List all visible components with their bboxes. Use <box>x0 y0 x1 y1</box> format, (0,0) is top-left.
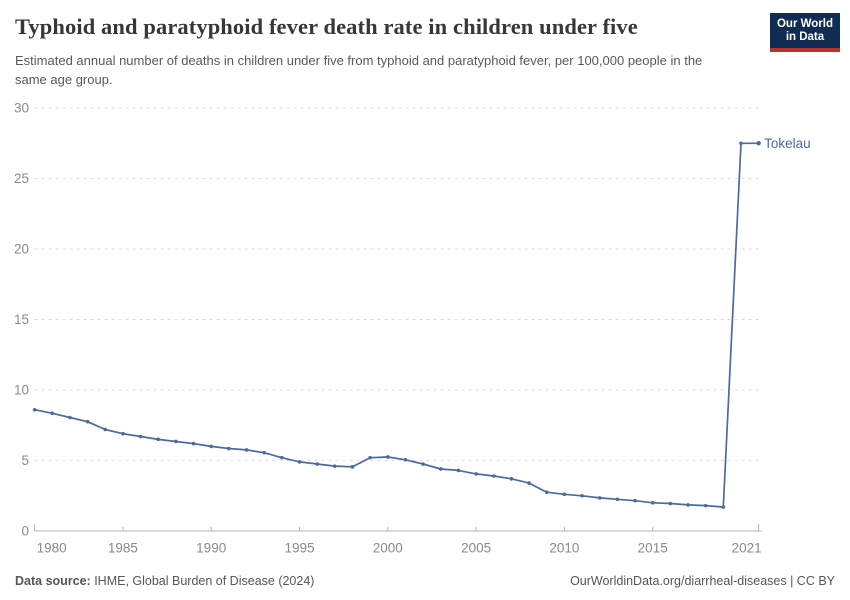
data-point[interactable] <box>756 141 761 146</box>
x-axis-label: 1990 <box>196 541 226 556</box>
data-point[interactable] <box>739 141 743 146</box>
y-axis-label: 10 <box>14 383 29 398</box>
x-axis-label: 2021 <box>732 541 762 556</box>
data-point[interactable] <box>456 468 461 473</box>
data-point[interactable] <box>121 431 125 436</box>
data-point[interactable] <box>562 492 567 497</box>
data-point[interactable] <box>721 505 726 509</box>
y-axis-label: 30 <box>14 101 29 116</box>
x-axis-label: 2010 <box>549 541 579 556</box>
data-point[interactable] <box>50 411 55 416</box>
data-point[interactable] <box>368 455 372 460</box>
line-chart[interactable]: 0 5 10 15 20 25 30 1980 1985 1990 1995 2000 2005 2010… <box>0 90 850 560</box>
data-point[interactable] <box>703 503 708 508</box>
data-point[interactable] <box>633 498 637 503</box>
data-point[interactable] <box>138 434 143 439</box>
data-source: Data source: IHME, Global Burden of Dise… <box>15 574 314 588</box>
y-axis-label: 15 <box>14 312 29 327</box>
data-point[interactable] <box>68 415 72 420</box>
data-point[interactable] <box>509 477 514 481</box>
y-axis-label: 20 <box>14 242 29 257</box>
series-line-tokelau[interactable] <box>33 142 760 508</box>
chart-subtitle: Estimated annual number of deaths in chi… <box>15 53 703 87</box>
x-axis-label: 2005 <box>461 541 491 556</box>
page-title: Typhoid and paratyphoid fever death rate… <box>15 14 638 39</box>
x-axis-label: 1995 <box>284 541 314 556</box>
x-axis-label: 2000 <box>373 541 403 556</box>
data-point[interactable] <box>597 496 602 500</box>
data-point[interactable] <box>615 497 620 502</box>
data-point[interactable] <box>280 455 284 460</box>
data-point[interactable] <box>421 462 425 466</box>
data-point[interactable] <box>544 490 549 495</box>
x-axis-label: 2015 <box>638 541 668 556</box>
data-point[interactable] <box>686 503 690 507</box>
data-point[interactable] <box>333 464 337 468</box>
data-source-label: Data source: <box>15 574 91 588</box>
data-point[interactable] <box>156 437 161 442</box>
data-point[interactable] <box>32 407 37 412</box>
data-point[interactable] <box>297 460 302 464</box>
data-point[interactable] <box>650 501 655 505</box>
data-point[interactable] <box>350 465 355 469</box>
data-point[interactable] <box>403 457 408 462</box>
entity-label-tokelau[interactable]: Tokelau <box>764 136 811 151</box>
owid-logo[interactable]: Our World in Data <box>769 13 840 52</box>
data-point[interactable] <box>315 462 319 466</box>
data-point[interactable] <box>527 481 531 485</box>
x-axis-label: 1980 <box>37 541 67 556</box>
data-point[interactable] <box>262 450 266 455</box>
data-point[interactable] <box>227 446 231 451</box>
chart-canvas[interactable]: 0 5 10 15 20 25 30 1980 1985 1990 1995 2000 2005 2010… <box>0 90 850 560</box>
data-point[interactable] <box>386 455 390 459</box>
chart-footer: Data source: IHME, Global Burden of Dise… <box>15 574 835 588</box>
data-point[interactable] <box>580 493 584 498</box>
data-point[interactable] <box>191 441 196 446</box>
data-point[interactable] <box>174 439 178 444</box>
x-axis-label: 1985 <box>108 541 138 556</box>
data-point[interactable] <box>209 444 213 449</box>
data-point[interactable] <box>668 501 673 506</box>
y-axis-label: 5 <box>21 453 29 468</box>
y-axis-label: 25 <box>14 171 29 186</box>
data-point[interactable] <box>438 467 443 471</box>
data-point[interactable] <box>244 448 249 452</box>
attribution-link[interactable]: OurWorldinData.org/diarrheal-diseases | … <box>570 574 835 588</box>
data-source-value: IHME, Global Burden of Disease (2024) <box>90 574 315 588</box>
data-point[interactable] <box>103 427 108 432</box>
data-point[interactable] <box>85 419 90 424</box>
data-point[interactable] <box>474 472 478 476</box>
y-axis-label: 0 <box>21 524 29 539</box>
owid-logo-text: Our World in Data <box>776 18 833 43</box>
data-point[interactable] <box>491 474 496 478</box>
